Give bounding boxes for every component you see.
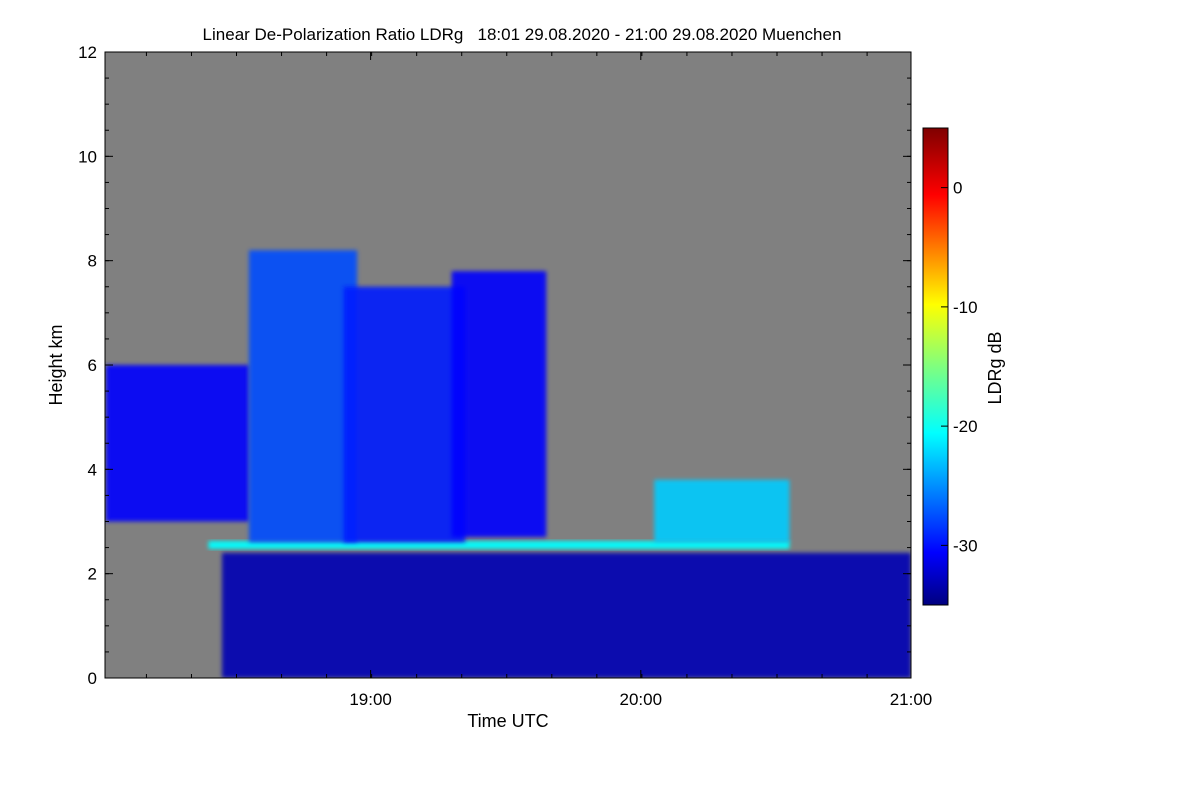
y-tick-label: 12 — [78, 43, 97, 62]
colorbar-scale — [922, 127, 949, 606]
colorbar-tick-label: -10 — [953, 298, 978, 317]
colorbar: 0 -10 -20 -30 LDRg dB — [922, 127, 1005, 606]
y-tick-label: 4 — [88, 460, 97, 479]
y-axis-label: Height km — [46, 324, 66, 405]
virga-20h — [654, 479, 790, 543]
y-tick-label: 2 — [88, 565, 97, 584]
plot-area — [105, 52, 911, 678]
colorbar-tick-label: 0 — [953, 179, 962, 198]
x-tick-label: 21:00 — [890, 690, 933, 709]
y-tick-label: 10 — [78, 147, 97, 166]
x-tick-label: 19:00 — [349, 690, 392, 709]
x-tick-label: 20:00 — [620, 690, 663, 709]
melting-layer-band — [208, 540, 790, 549]
ice-cloud-west — [105, 365, 250, 522]
x-axis-label: Time UTC — [467, 711, 548, 731]
boundary-layer — [221, 552, 911, 678]
y-tick-label: 8 — [88, 252, 97, 271]
fall-streak-3 — [451, 271, 547, 538]
colorbar-tick-label: -20 — [953, 417, 978, 436]
fall-streak-1 — [249, 250, 358, 543]
y-tick-label: 0 — [88, 669, 97, 688]
y-tick-label: 6 — [88, 356, 97, 375]
x-axis: 19:00 20:00 21:00 — [145, 52, 933, 709]
colorbar-tick-label: -30 — [953, 536, 978, 555]
fall-streak-2 — [343, 286, 466, 543]
chart-title: Linear De-Polarization Ratio LDRg 18:01 … — [203, 25, 842, 44]
y-axis: 0 2 4 6 8 10 12 — [78, 43, 911, 688]
colorbar-label: LDRg dB — [985, 331, 1005, 404]
